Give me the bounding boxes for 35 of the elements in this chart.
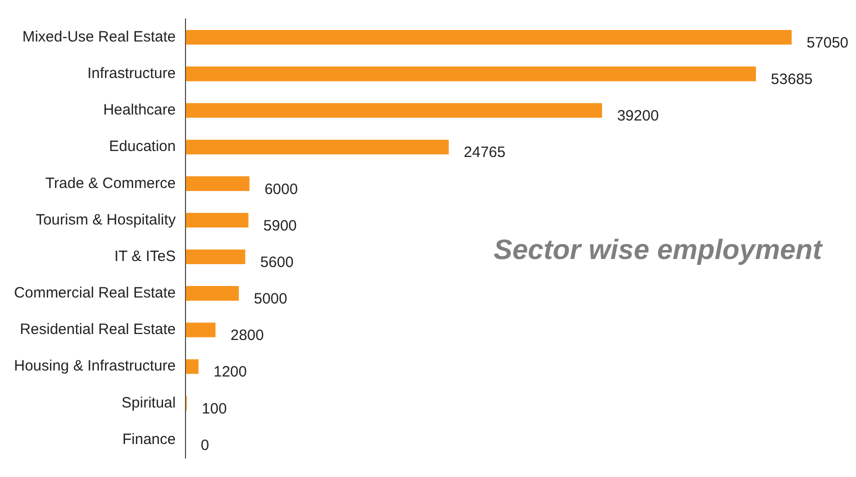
bar (186, 66, 756, 82)
bar (186, 140, 449, 154)
y-tick-label: Commercial Real Estate (14, 284, 176, 302)
y-tick-label: Residential Real Estate (20, 321, 176, 338)
bar (186, 359, 198, 374)
y-tick-label: Mixed-Use Real Estate (22, 28, 176, 46)
y-tick-label: Housing & Infrastructure (14, 358, 176, 375)
data-label: 5600 (260, 254, 294, 271)
bar (186, 212, 248, 228)
data-label: 1200 (213, 364, 247, 381)
bar (186, 249, 246, 264)
y-tick-label: Trade & Commerce (45, 174, 176, 192)
data-label: 0 (200, 436, 210, 454)
y-tick-label: Healthcare (103, 102, 176, 119)
data-label: 5000 (254, 290, 288, 308)
y-tick-label: IT & ITeS (114, 248, 176, 265)
data-label: 57050 (806, 34, 848, 52)
bar (186, 30, 792, 45)
data-label: 5900 (263, 217, 297, 234)
y-tick-label: Infrastructure (87, 65, 176, 82)
bar (186, 322, 216, 338)
data-label: 100 (202, 400, 227, 418)
y-tick-label: Education (109, 138, 176, 156)
text: Sector wise employment (494, 234, 822, 266)
y-tick-label: Tourism & Hospitality (36, 211, 176, 228)
bar (186, 286, 239, 301)
data-label: 53685 (770, 71, 813, 88)
bar (186, 103, 602, 118)
y-tick-label: Finance (122, 430, 176, 448)
y-tick-label: Spiritual (122, 394, 176, 412)
data-label: 2800 (230, 327, 264, 344)
data-label: 24765 (464, 144, 506, 162)
bar (186, 176, 250, 191)
data-label: 6000 (264, 180, 298, 198)
data-label: 39200 (617, 108, 659, 125)
